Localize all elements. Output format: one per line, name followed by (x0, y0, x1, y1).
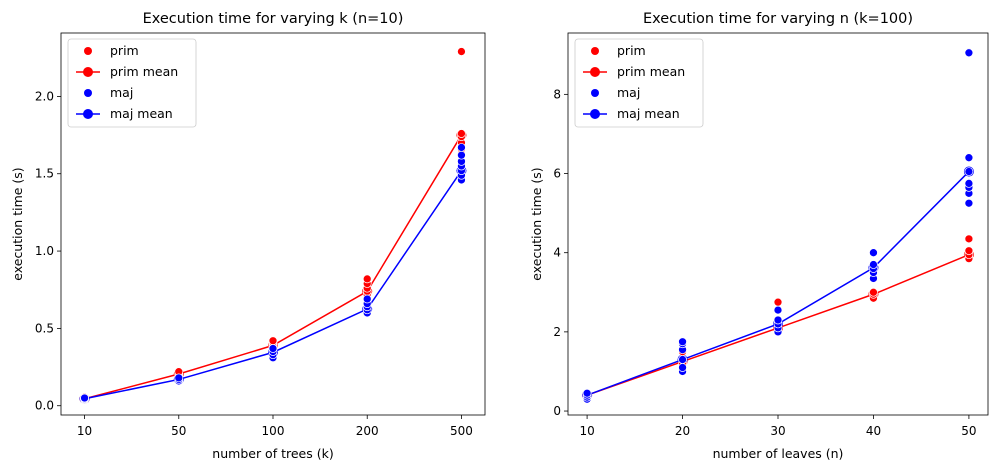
legend-box (67, 38, 197, 128)
data-point (678, 355, 687, 364)
y-tick-label: 1.0 (35, 244, 54, 258)
legend-marker (590, 67, 600, 77)
y-axis-label: execution time (s) (10, 167, 25, 280)
data-point (80, 393, 89, 403)
legend-marker (84, 89, 92, 97)
chart-title: Execution time for varying k (n=10) (143, 11, 404, 27)
data-point (869, 287, 878, 297)
legend-marker (84, 47, 92, 55)
x-tick-label: 10 (77, 424, 92, 438)
legend-label: prim (110, 43, 139, 58)
data-point (964, 48, 974, 58)
legend-marker (591, 47, 599, 55)
data-point (362, 274, 372, 284)
data-point (362, 294, 372, 304)
x-tick-label: 20 (675, 424, 690, 438)
legend-marker (591, 89, 599, 97)
legend-marker (83, 109, 93, 119)
data-point (773, 315, 783, 325)
x-tick-label: 10 (579, 424, 594, 438)
x-tick-label: 50 (961, 424, 976, 438)
data-point (678, 363, 687, 372)
data-point (964, 167, 974, 176)
y-tick-label: 1.5 (35, 167, 54, 181)
y-tick-label: 8 (553, 87, 561, 101)
y-tick-label: 0 (553, 404, 561, 418)
y-tick-label: 6 (553, 167, 561, 181)
legend-marker (590, 109, 600, 119)
data-point (678, 337, 687, 347)
x-tick-label: 100 (262, 424, 285, 438)
legend-label: prim (617, 43, 646, 58)
x-tick-label: 200 (356, 424, 379, 438)
data-point (964, 153, 974, 163)
data-point (773, 297, 783, 307)
data-point (964, 234, 974, 244)
series-line-maj-mean (84, 170, 463, 400)
x-tick-label: 40 (866, 424, 881, 438)
data-point (869, 260, 878, 269)
x-tick-label: 50 (171, 424, 186, 438)
data-point (457, 150, 466, 160)
y-tick-label: 0.0 (35, 399, 54, 413)
data-point (457, 129, 466, 138)
data-point (582, 388, 592, 398)
x-tick-label: 500 (450, 424, 473, 438)
data-point (174, 373, 184, 383)
data-point (457, 47, 466, 56)
y-tick-label: 0.5 (35, 321, 54, 335)
chart-panel-1: 10 50 100 200 500 0.0 0.5 1.0 1.5 2.0 Execution ti… (10, 11, 486, 461)
legend-label: maj (617, 85, 640, 100)
legend-box (574, 38, 704, 128)
data-point (268, 344, 278, 353)
data-point (869, 248, 878, 258)
data-point (268, 336, 278, 346)
legend-label: maj (110, 85, 133, 100)
data-point (773, 305, 783, 315)
data-point (457, 143, 466, 152)
chart-title: Execution time for varying n (k=100) (643, 11, 913, 27)
chart-panel-2: 10 20 30 40 50 0 2 4 6 8 Execution time for varyin… (529, 11, 989, 461)
data-point (964, 198, 974, 208)
x-axis-label: number of leaves (n) (713, 446, 844, 461)
legend-marker (83, 67, 93, 77)
legend-label: maj mean (617, 106, 680, 121)
series-line-maj-mean (586, 171, 970, 396)
y-axis-label: execution time (s) (529, 167, 544, 280)
legend-label: prim mean (110, 64, 178, 79)
legend-label: prim mean (617, 64, 685, 79)
data-point (964, 179, 974, 188)
y-tick-label: 2.0 (35, 89, 54, 103)
y-tick-label: 4 (553, 246, 561, 260)
legend-label: maj mean (110, 106, 173, 121)
x-tick-label: 30 (770, 424, 785, 438)
y-tick-label: 2 (553, 325, 561, 339)
x-axis-label: number of trees (k) (212, 446, 333, 461)
data-point (964, 246, 974, 256)
